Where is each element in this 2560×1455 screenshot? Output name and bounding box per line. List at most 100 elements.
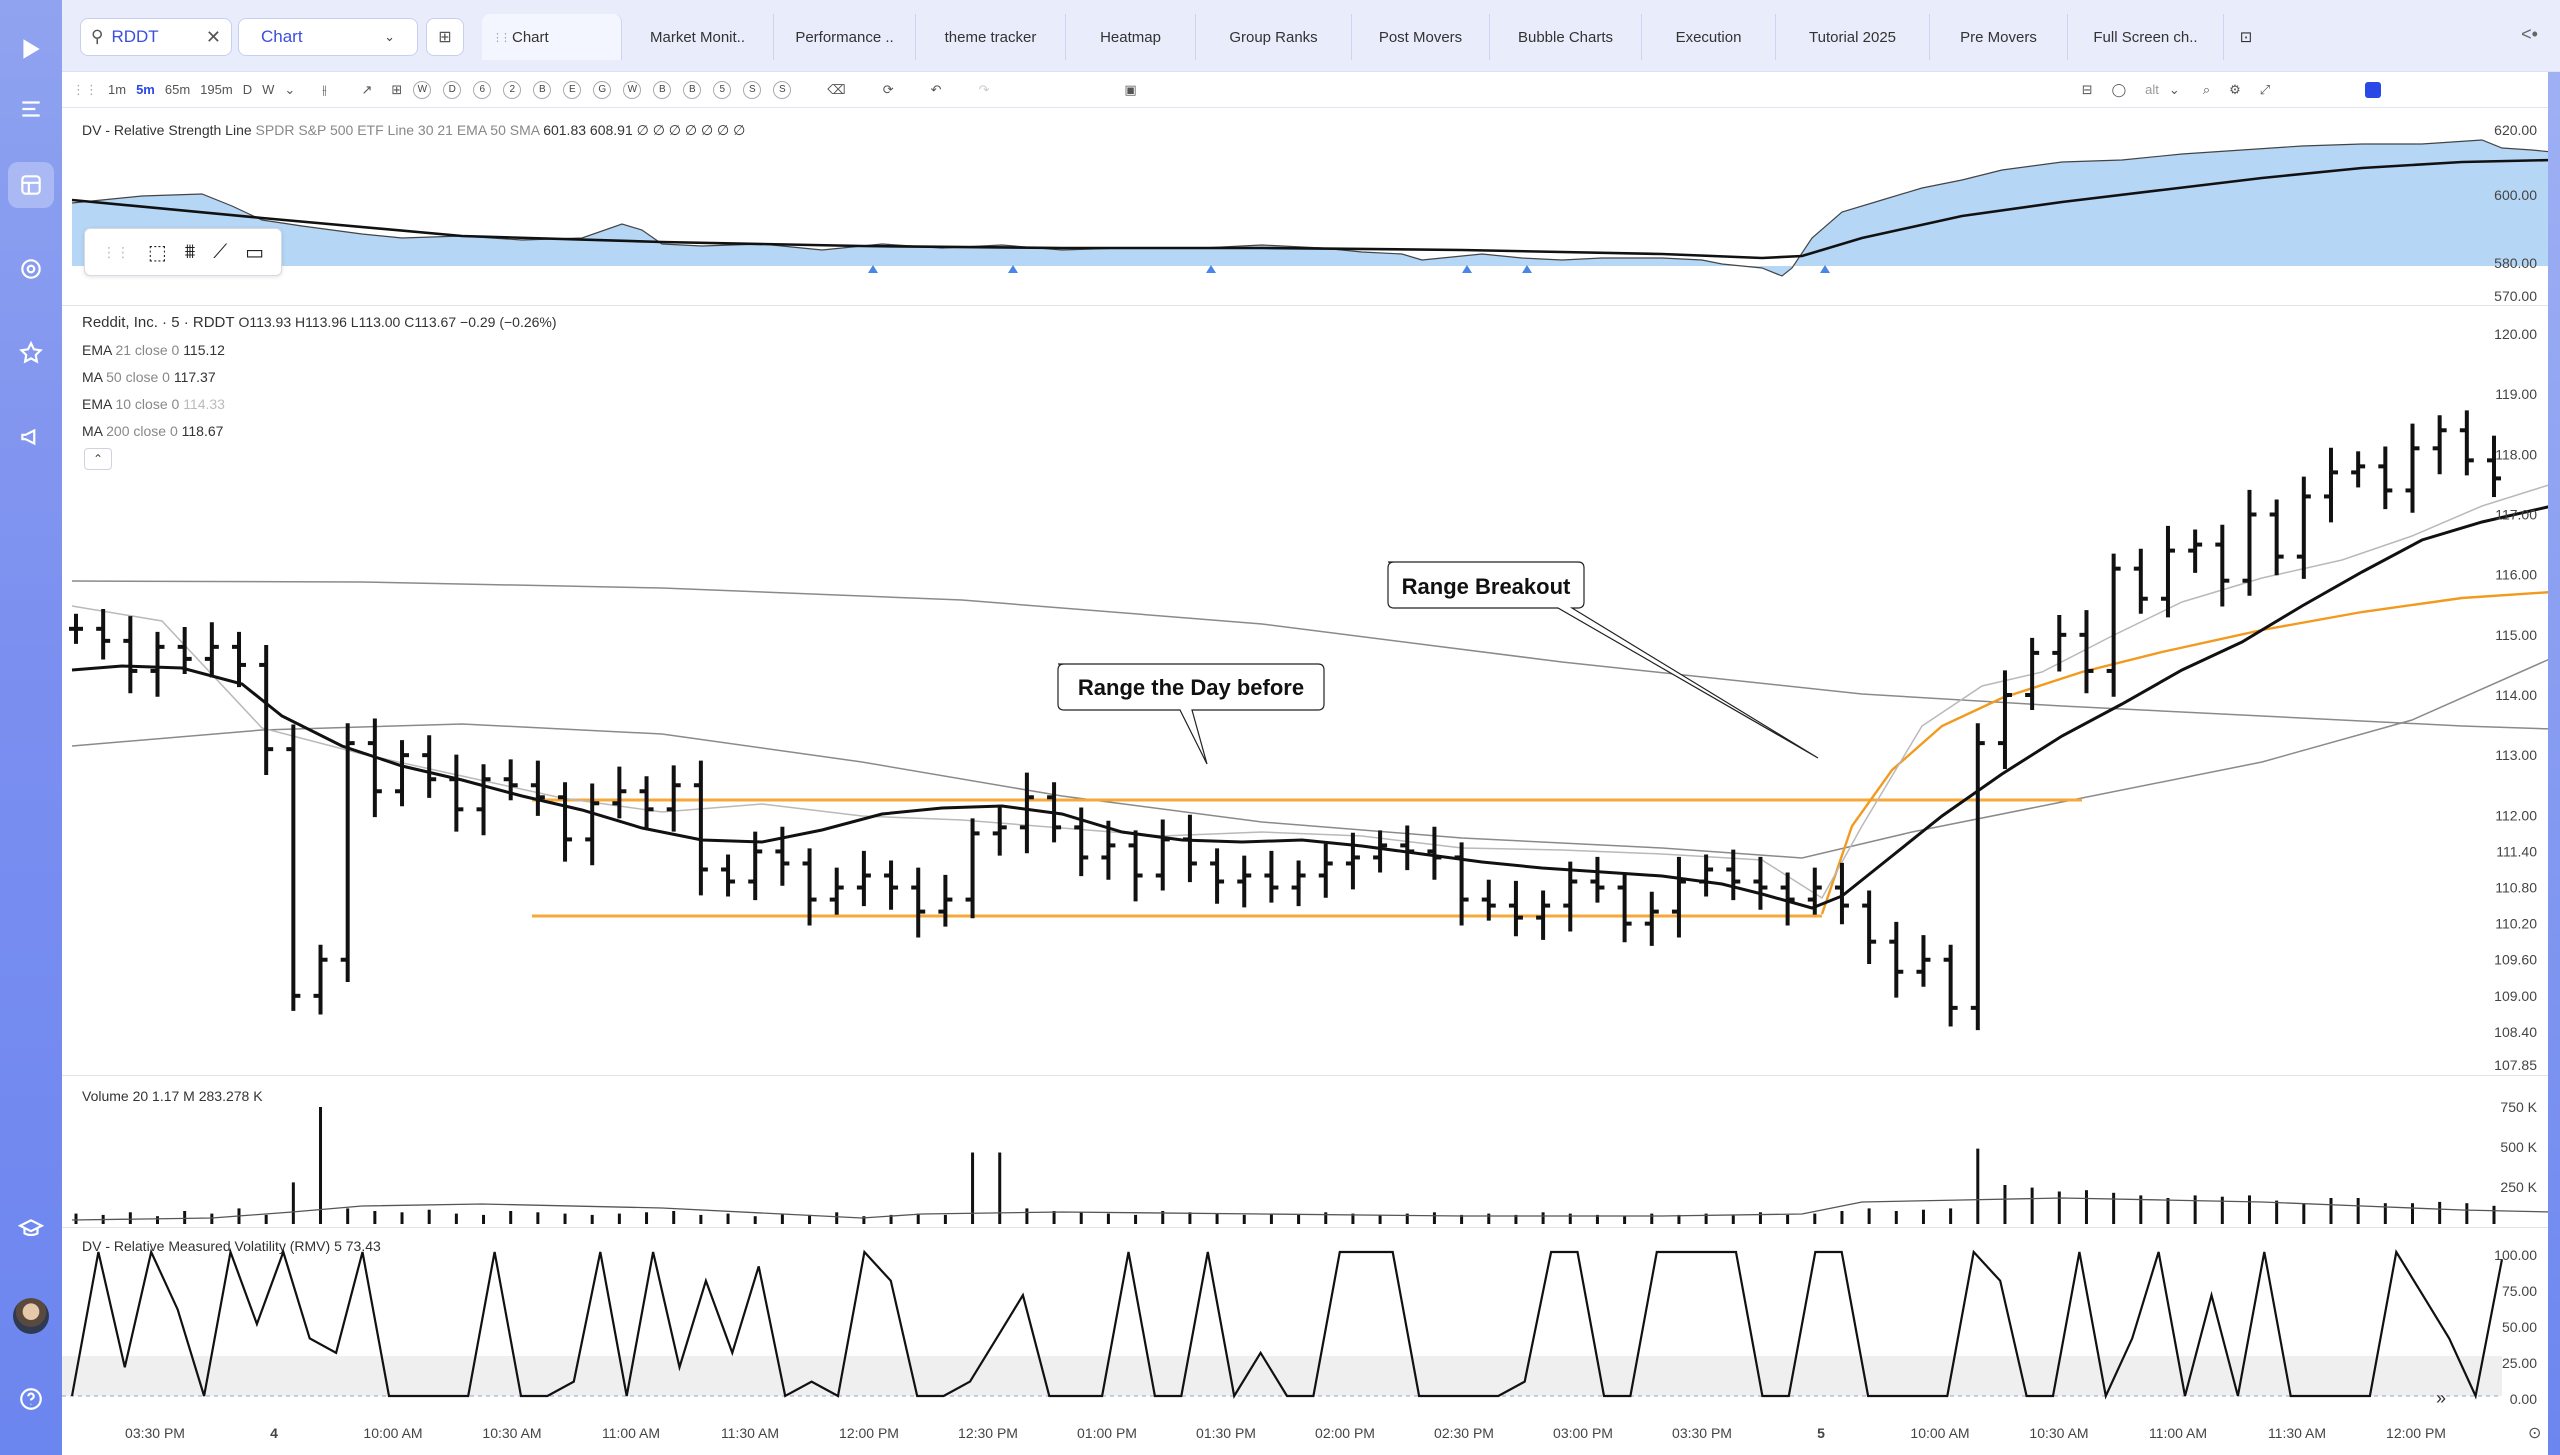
- tab-full-screen[interactable]: Full Screen ch..: [2068, 14, 2224, 60]
- tab-bubble-charts[interactable]: Bubble Charts: [1490, 14, 1642, 60]
- price-bar: [1699, 854, 1714, 897]
- rmv-tick-3: 25.00: [2502, 1355, 2537, 1371]
- tab-tutorial-2025[interactable]: Tutorial 2025: [1776, 14, 1930, 60]
- price-bar: [2215, 524, 2230, 607]
- ind-name: MA: [82, 369, 103, 385]
- period-btn-d[interactable]: D: [443, 80, 462, 99]
- callout-range-breakout: Range Breakout: [1387, 561, 1819, 759]
- tab-heatmap[interactable]: Heatmap: [1066, 14, 1196, 60]
- period-btn-w[interactable]: W: [413, 80, 432, 99]
- price-chart-svg[interactable]: Range the Day before Range Breakout 120.…: [62, 306, 2560, 1076]
- symbol-search-input[interactable]: ⚲ RDDT ✕: [80, 18, 232, 56]
- color-swatch[interactable]: [2365, 81, 2382, 98]
- tab-post-movers[interactable]: Post Movers: [1352, 14, 1490, 60]
- period-btn-b[interactable]: B: [533, 80, 552, 99]
- right-edge-strip: [2548, 72, 2560, 1455]
- period-btn-b3[interactable]: B: [683, 80, 702, 99]
- tab-execution[interactable]: Execution: [1642, 14, 1776, 60]
- user-avatar[interactable]: [13, 1298, 49, 1334]
- alt-chevron-icon[interactable]: ⌄: [2168, 81, 2180, 97]
- rectangle-tool-icon[interactable]: ⬚: [147, 241, 167, 264]
- target-icon[interactable]: [16, 254, 46, 284]
- callout-tool-icon[interactable]: ▭: [245, 241, 264, 264]
- education-cap-icon[interactable]: [16, 1214, 46, 1244]
- period-btn-s2[interactable]: S: [773, 80, 792, 99]
- indicators-icon[interactable]: ↗: [361, 81, 373, 97]
- refresh-icon[interactable]: ⟳: [882, 81, 894, 97]
- price-bar: [2052, 614, 2067, 672]
- callout-range-day-before: Range the Day before: [1057, 663, 1325, 765]
- rmv-tick-2: 50.00: [2502, 1319, 2537, 1335]
- search-icon: ⚲: [91, 27, 104, 46]
- fib-tool-icon[interactable]: ⩩: [184, 240, 196, 263]
- timeframe-w[interactable]: W: [262, 82, 275, 97]
- trendline-tool-icon[interactable]: ⟋: [213, 240, 228, 263]
- period-btn-5[interactable]: 5: [713, 80, 732, 99]
- price-bar: [2323, 447, 2338, 523]
- period-btn-b2[interactable]: B: [653, 80, 672, 99]
- timeframe-5m[interactable]: 5m: [136, 82, 155, 97]
- period-btn-2[interactable]: 2: [503, 80, 522, 99]
- tab-pre-movers[interactable]: Pre Movers: [1930, 14, 2068, 60]
- play-logo-icon[interactable]: [16, 34, 46, 64]
- price-bar: [340, 723, 355, 982]
- drag-handle-icon[interactable]: ⋮⋮: [72, 81, 98, 97]
- save-icon[interactable]: ▣: [1124, 81, 1137, 97]
- folder-icon[interactable]: ◯: [2111, 81, 2127, 97]
- timeframe-chevron-icon[interactable]: ⌄: [284, 81, 296, 97]
- tab-chart[interactable]: Chart: [482, 14, 622, 60]
- tab-group-ranks[interactable]: Group Ranks: [1196, 14, 1352, 60]
- chart-type-dropdown[interactable]: Chart ⌄: [238, 18, 418, 56]
- price-tick: 107.85: [2494, 1057, 2537, 1073]
- add-tab-button[interactable]: ⊡: [2239, 29, 2253, 46]
- price-bar: [123, 616, 138, 694]
- price-bar: [2296, 476, 2311, 579]
- axis-settings-icon[interactable]: ⊙: [2528, 1425, 2541, 1442]
- settings-gear-icon[interactable]: ⚙: [2229, 81, 2241, 97]
- price-bar: [1264, 850, 1279, 903]
- clear-symbol-icon[interactable]: ✕: [205, 26, 221, 47]
- scroll-right-icon[interactable]: »: [2436, 1388, 2446, 1408]
- price-tick: 110.80: [2495, 880, 2537, 896]
- help-icon[interactable]: [16, 1384, 46, 1414]
- period-btn-s[interactable]: S: [743, 80, 762, 99]
- rs-tick-2: 580.00: [2494, 255, 2537, 271]
- price-tick: 108.40: [2494, 1024, 2537, 1040]
- price-bar: [2242, 489, 2257, 596]
- tab-performance[interactable]: Performance ..: [774, 14, 916, 60]
- menu-icon[interactable]: [16, 94, 46, 124]
- rs-marker: [1206, 265, 1216, 273]
- eraser-icon[interactable]: ⌫: [827, 81, 846, 97]
- charts-nav-icon[interactable]: [8, 162, 54, 208]
- price-bar: [585, 783, 600, 866]
- period-btn-g[interactable]: G: [593, 80, 612, 99]
- undo-icon[interactable]: ↶: [930, 81, 942, 97]
- ma50-line: [71, 657, 2553, 859]
- price-bar: [748, 831, 763, 901]
- tab-market-monitor[interactable]: Market Monit..: [622, 14, 774, 60]
- timeframe-d[interactable]: D: [242, 82, 253, 97]
- timeframe-65m[interactable]: 65m: [164, 82, 191, 97]
- price-bar: [395, 740, 410, 807]
- bar-style-icon[interactable]: ⫲: [322, 81, 327, 97]
- templates-icon[interactable]: ⊞: [391, 81, 403, 97]
- layout-grid-button[interactable]: ⊞: [426, 18, 464, 56]
- period-btn-e[interactable]: E: [563, 80, 582, 99]
- fullscreen-icon[interactable]: ⤢: [2259, 81, 2271, 97]
- period-btn-6[interactable]: 6: [473, 80, 492, 99]
- timeframe-195m[interactable]: 195m: [200, 82, 233, 97]
- time-axis-label: 12:30 PM: [958, 1425, 1018, 1441]
- megaphone-icon[interactable]: [16, 422, 46, 452]
- alt-label[interactable]: alt: [2145, 82, 2159, 97]
- redo-icon[interactable]: ↷: [978, 81, 990, 97]
- layout-icon[interactable]: ⊟: [2081, 81, 2093, 97]
- star-icon[interactable]: [16, 338, 46, 368]
- period-btn-w2[interactable]: W: [623, 80, 642, 99]
- collapse-legend-button[interactable]: ⌃: [84, 448, 112, 470]
- tab-theme-tracker[interactable]: theme tracker: [916, 14, 1066, 60]
- drawbar-drag-handle-icon[interactable]: ⋮⋮: [101, 243, 130, 260]
- timeframe-1m[interactable]: 1m: [108, 82, 127, 97]
- price-bar: [1400, 825, 1415, 871]
- share-icon[interactable]: <•: [2521, 24, 2538, 44]
- magnifier-icon[interactable]: ⌕: [2202, 81, 2211, 97]
